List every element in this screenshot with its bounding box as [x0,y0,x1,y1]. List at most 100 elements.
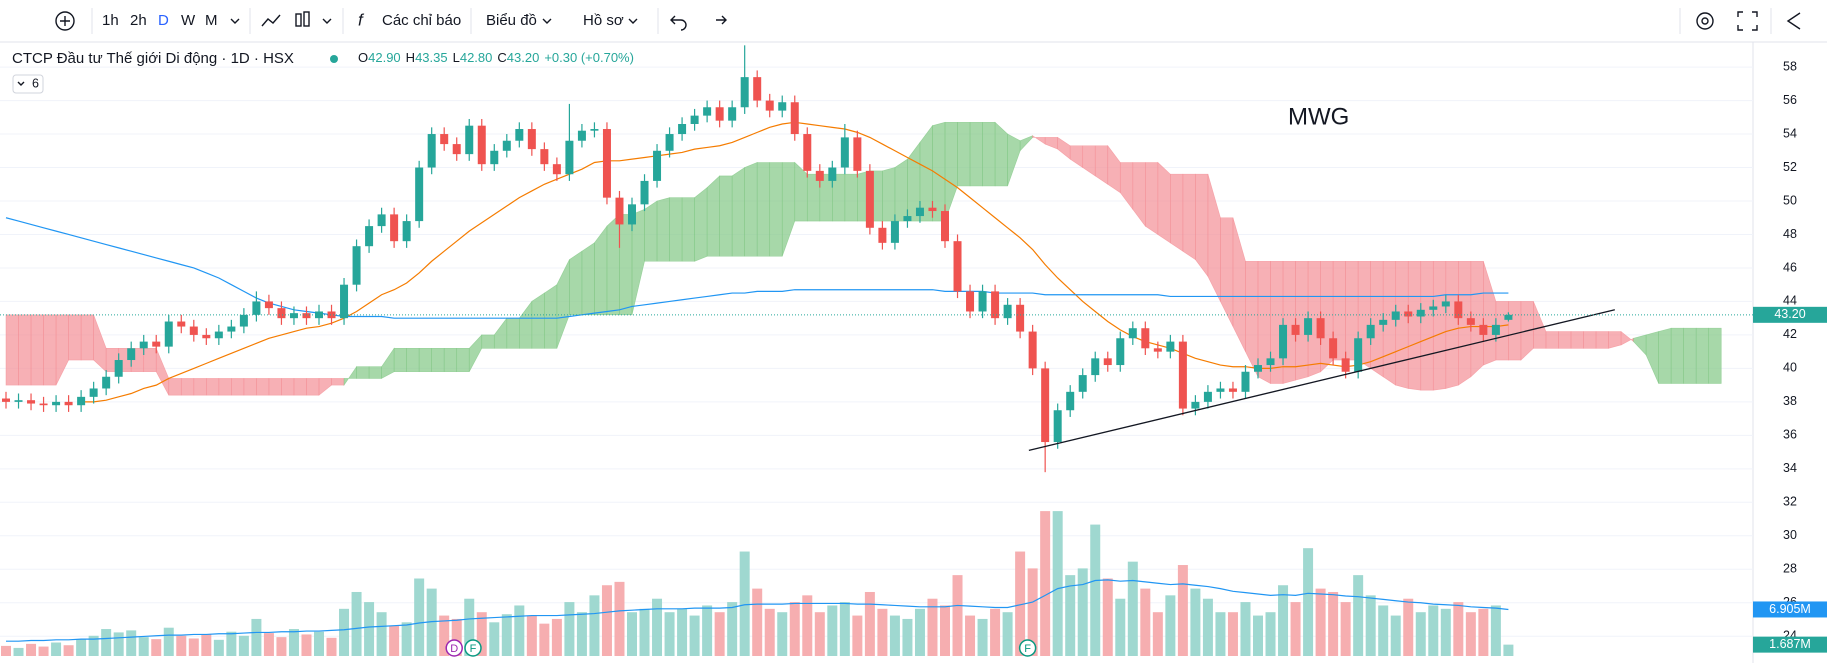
interval-button[interactable]: 2h [130,12,147,29]
candle-body [365,226,374,247]
cloud-segment [1670,327,1684,384]
candle-body [39,403,48,406]
candle-body [753,77,762,101]
volume-bar [802,595,813,656]
cloud-segment [1132,162,1146,228]
volume-bar [426,588,437,656]
candle-body [903,216,912,222]
indicator-icon: f [358,10,365,29]
candle-body [953,241,962,292]
cloud-segment [919,124,933,222]
cloud-segment [343,365,357,387]
candle-body [928,207,937,212]
cloud-segment [331,378,345,386]
volume-bar [914,608,925,656]
candle-body [477,125,486,165]
cloud-segment [832,173,846,222]
cloud-segment [1407,260,1422,391]
undo-button[interactable] [670,15,687,31]
candle-body [778,102,787,111]
candle-body [114,360,123,377]
profile-dropdown[interactable] [628,18,638,24]
volume-bar [389,625,400,656]
candle-body [1504,314,1513,320]
cloud-segment [719,175,733,257]
settings-button[interactable] [1696,12,1714,30]
volume-bar [1102,578,1113,656]
volume-bar [1015,551,1026,656]
share-button[interactable] [1786,12,1801,30]
layout-dropdown[interactable] [542,18,552,24]
volume-bar [113,632,124,656]
candle-body [640,180,649,205]
event-marker[interactable] [464,639,482,657]
volume-bar [151,639,162,656]
interval-button[interactable]: M [205,12,218,29]
cloud-segment [1182,173,1196,261]
candle-body [715,107,724,121]
add-symbol-button[interactable] [55,11,75,31]
cloud-segment [769,162,783,257]
cloud-segment [1583,331,1597,349]
interval-dropdown[interactable] [230,18,240,24]
candle-body [1404,311,1413,317]
candle-body [540,149,549,165]
candle-body [552,164,561,175]
fullscreen-button[interactable] [1737,11,1758,31]
y-tick-label: 30 [1783,528,1797,542]
volume-bar [464,598,475,656]
candle-body [515,129,524,141]
redo-button[interactable] [716,15,727,25]
cloud-segment [1007,133,1021,187]
cloud-segment [143,348,157,373]
interval-button[interactable]: 1h [102,12,119,29]
volume-bar [1215,612,1226,656]
candle-body [327,311,336,319]
layout-button[interactable]: Biểu đồ [486,12,537,29]
cloud-segment [581,242,595,316]
candle-body [302,313,311,319]
cloud-segment [669,197,683,262]
cloud-segment [1232,217,1246,352]
event-marker[interactable] [445,639,463,657]
cloud-segment [1445,260,1459,389]
cloud-segment [1558,331,1572,349]
interval-button[interactable]: D [158,12,169,29]
volume-bar [864,591,875,656]
profile-button[interactable]: Hồ sơ [583,12,624,29]
candle-body [1254,365,1262,372]
volume-bar [1390,615,1401,656]
candle-body [177,321,186,327]
volume-bar [576,612,587,656]
y-tick-label: 56 [1783,93,1797,107]
candle-chart-button[interactable] [295,11,310,27]
chart-type-dropdown[interactable] [322,18,332,24]
candle-body [427,134,436,168]
y-tick-label: 50 [1783,193,1797,207]
cloud-segment [1207,174,1221,302]
interval-button[interactable]: W [181,12,196,29]
line-chart-button[interactable] [261,14,281,27]
cloud-segment [1157,161,1171,244]
volume-bar [1165,595,1176,656]
candle-body [1391,311,1400,320]
volume-bar [1115,598,1126,656]
cloud-segment [806,173,821,222]
cloud-segment [206,378,220,396]
indicator-toggle[interactable] [12,74,44,94]
candle-body [653,150,662,181]
event-marker[interactable] [1018,639,1037,657]
candle-body [1379,319,1388,325]
volume-bar [1378,605,1389,656]
cloud-segment [1145,162,1159,236]
candle-body [1141,328,1150,349]
cloud-segment [982,122,996,187]
overlay: CTCP Đầu tư Thế giới Di động · 1D · HSX … [12,50,1349,130]
event-label: F [470,643,477,655]
plot-area [0,45,1753,656]
last-price-label: 43.20 [1774,307,1805,321]
indicators-button[interactable]: Các chỉ báo [382,12,461,29]
y-tick-label: 54 [1783,126,1797,140]
cloud-segment [1432,260,1447,391]
